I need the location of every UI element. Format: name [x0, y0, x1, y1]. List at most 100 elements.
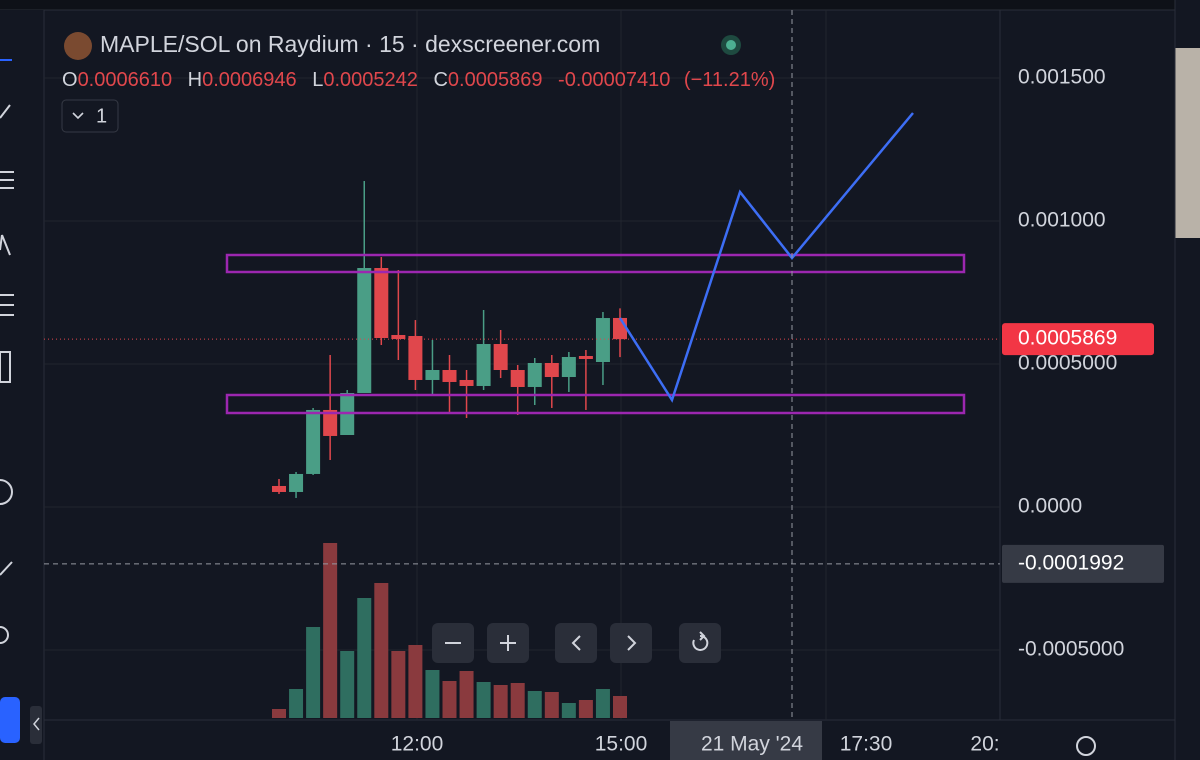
- resistance-zone: [225, 253, 966, 274]
- candle-body: [272, 485, 286, 492]
- volume-bar: [595, 689, 610, 718]
- tool-fib[interactable]: [0, 171, 14, 189]
- volume-bar: [357, 598, 372, 718]
- y-tick-label: 0.001500: [1018, 66, 1106, 89]
- candle-body: [357, 268, 372, 393]
- volume-bar: [527, 691, 542, 718]
- candle-body: [374, 268, 389, 339]
- collapse-toolbar[interactable]: [30, 706, 42, 744]
- volume-bar: [476, 682, 491, 718]
- indicators-count: 1: [96, 105, 107, 127]
- tool-ruler[interactable]: [0, 561, 13, 576]
- candle-body: [391, 335, 406, 340]
- o-value: 0.0006610: [78, 69, 173, 91]
- right-icon: [627, 635, 637, 651]
- token-logo: [64, 32, 92, 60]
- volume-bar: [323, 543, 338, 718]
- scroll-left[interactable]: [555, 623, 597, 663]
- tool-measure[interactable]: [0, 294, 14, 316]
- candle-body: [459, 379, 474, 386]
- tool-circle[interactable]: [0, 479, 13, 505]
- candle-body: [544, 362, 559, 378]
- time-label: 15:00: [595, 733, 648, 756]
- h-label: H: [188, 69, 202, 91]
- c-value: 0.0005869: [448, 69, 543, 91]
- indicators-button[interactable]: [61, 99, 119, 133]
- candle-body: [493, 344, 508, 371]
- volume-bar: [578, 700, 593, 718]
- time-axis: 12:00 15:00 20: 21 May '24 17:30: [391, 721, 1096, 760]
- change-pct: (−11.21%): [684, 69, 775, 91]
- volume-bar: [306, 627, 321, 718]
- tool-line[interactable]: [0, 104, 11, 119]
- o-label: O: [62, 69, 78, 91]
- plus-icon: [500, 635, 516, 651]
- time-label: 20:: [970, 733, 999, 756]
- grid: [44, 10, 1000, 720]
- tool-active[interactable]: [0, 697, 20, 743]
- symbol-title: MAPLE/SOL on Raydium · 15 · dexscreener.…: [100, 31, 600, 57]
- volume-bar: [544, 692, 559, 718]
- support-zone: [225, 393, 966, 415]
- crosshair-price-label: -0.0001992: [1018, 551, 1124, 574]
- tool-rect[interactable]: [0, 351, 11, 383]
- top-bar: [0, 0, 1175, 10]
- candle-body: [425, 370, 440, 380]
- settings-button[interactable]: [1076, 736, 1096, 756]
- tool-zoom[interactable]: [0, 626, 9, 644]
- y-tick-label: 0.001000: [1018, 209, 1106, 232]
- crosshair-time-box: [670, 721, 822, 760]
- volume-bar: [289, 689, 304, 718]
- toolbar-icons: [0, 59, 14, 644]
- legend: MAPLE/SOL on Raydium · 15 · dexscreener.…: [61, 31, 775, 133]
- time-label: 12:00: [391, 733, 444, 756]
- candle-body: [476, 344, 491, 386]
- volume-bar: [459, 671, 474, 718]
- crosshair-time: 17:30: [840, 733, 893, 756]
- candle-body: [527, 362, 542, 387]
- ohlc-row: O0.0006610 H0.0006946 L0.0005242 C0.0005…: [62, 69, 775, 91]
- h-value: 0.0006946: [202, 69, 297, 91]
- candle-body: [561, 356, 576, 378]
- volume-bar: [408, 645, 423, 718]
- reset-icon: [692, 631, 709, 651]
- c-label: C: [433, 69, 447, 91]
- y-tick-label: 0.0000: [1018, 495, 1082, 518]
- candle-body: [323, 409, 338, 436]
- volume-bar: [425, 670, 440, 718]
- candle-body: [613, 317, 627, 340]
- series: [44, 181, 1000, 718]
- candle-body: [442, 370, 457, 382]
- volume-bar: [510, 683, 525, 718]
- left-icon: [571, 635, 581, 651]
- last-price-box: [1002, 323, 1154, 356]
- reset[interactable]: [679, 623, 721, 663]
- candle-body: [578, 355, 593, 359]
- crosshair-price-box: [1002, 544, 1164, 583]
- y-tick-label: -0.0005000: [1018, 637, 1124, 660]
- volume-bar: [272, 709, 286, 718]
- volume-bar: [613, 696, 627, 718]
- crosshair-date: 21 May '24: [701, 733, 803, 756]
- volume-bar: [442, 681, 457, 718]
- side-image: [1175, 48, 1200, 238]
- l-label: L: [312, 69, 323, 91]
- candle-body: [408, 336, 423, 380]
- scroll-right[interactable]: [610, 623, 652, 663]
- chevron: [72, 112, 84, 120]
- candle-body: [289, 473, 304, 492]
- candle-body: [510, 370, 525, 387]
- status-dot: [726, 40, 736, 50]
- collapse-icon: [33, 717, 40, 731]
- volume-bar: [391, 651, 406, 718]
- volume-bar: [340, 651, 355, 718]
- volume-bar: [374, 583, 389, 718]
- volume-bar: [493, 685, 508, 718]
- zoom-controls: [432, 623, 721, 663]
- candle-body: [595, 318, 610, 362]
- candle-body: [306, 409, 321, 474]
- tool-pattern[interactable]: [0, 234, 11, 256]
- volume-bar: [561, 703, 576, 718]
- left-toolbar: [0, 10, 44, 760]
